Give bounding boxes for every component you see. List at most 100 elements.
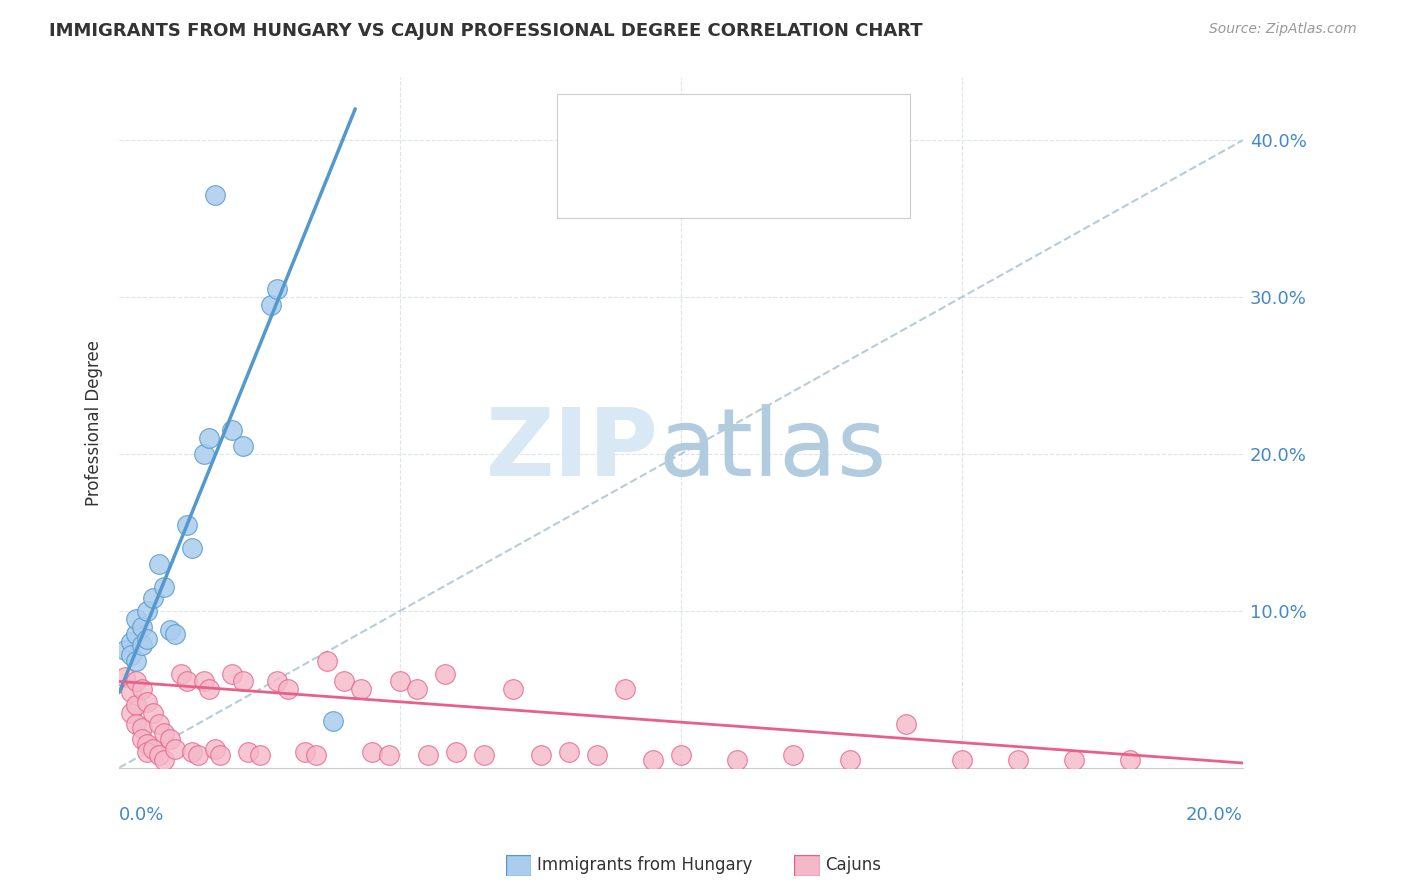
Text: Source: ZipAtlas.com: Source: ZipAtlas.com bbox=[1209, 22, 1357, 37]
Point bbox=[418, 748, 440, 763]
Point bbox=[159, 732, 181, 747]
Point bbox=[446, 745, 468, 759]
Point bbox=[120, 635, 142, 649]
Point bbox=[120, 648, 142, 662]
Point bbox=[176, 674, 198, 689]
Point bbox=[260, 298, 283, 312]
Point bbox=[1119, 753, 1142, 767]
Point bbox=[136, 745, 159, 759]
Point bbox=[232, 674, 254, 689]
Point bbox=[136, 632, 159, 646]
Point bbox=[641, 753, 664, 767]
Point bbox=[125, 698, 148, 712]
Point bbox=[136, 737, 159, 751]
Point bbox=[120, 685, 142, 699]
Point bbox=[1063, 753, 1085, 767]
Text: Cajuns: Cajuns bbox=[825, 856, 882, 874]
Point bbox=[125, 627, 148, 641]
Text: 25: 25 bbox=[763, 120, 789, 138]
Point bbox=[193, 674, 215, 689]
Point bbox=[294, 745, 316, 759]
Point bbox=[153, 753, 176, 767]
Point bbox=[434, 666, 457, 681]
Point bbox=[142, 591, 165, 606]
Point bbox=[176, 517, 198, 532]
Point bbox=[181, 745, 204, 759]
Point bbox=[142, 706, 165, 720]
Text: R =: R = bbox=[620, 179, 659, 198]
Point bbox=[389, 674, 412, 689]
Point bbox=[165, 627, 187, 641]
Text: atlas: atlas bbox=[658, 404, 887, 496]
Point bbox=[221, 424, 243, 438]
Point bbox=[204, 188, 226, 202]
Text: Immigrants from Hungary: Immigrants from Hungary bbox=[537, 856, 752, 874]
Point bbox=[131, 722, 153, 736]
Point bbox=[266, 674, 288, 689]
Point bbox=[474, 748, 496, 763]
Point bbox=[266, 282, 288, 296]
Point bbox=[361, 745, 384, 759]
Text: 20.0%: 20.0% bbox=[1185, 805, 1243, 823]
Point bbox=[221, 666, 243, 681]
Point bbox=[316, 654, 339, 668]
Point bbox=[131, 638, 153, 652]
Point bbox=[529, 748, 551, 763]
Point bbox=[148, 557, 170, 571]
Point bbox=[187, 748, 209, 763]
Text: 0.0%: 0.0% bbox=[120, 805, 165, 823]
Point bbox=[502, 682, 524, 697]
Point bbox=[148, 748, 170, 763]
Text: R =: R = bbox=[620, 120, 659, 138]
Point bbox=[1007, 753, 1029, 767]
Point bbox=[136, 604, 159, 618]
Point bbox=[725, 753, 748, 767]
Point bbox=[406, 682, 429, 697]
Point bbox=[305, 748, 328, 763]
Point bbox=[232, 439, 254, 453]
Point bbox=[238, 745, 260, 759]
Text: N =: N = bbox=[725, 120, 766, 138]
Point bbox=[125, 674, 148, 689]
Text: 0.412: 0.412 bbox=[666, 120, 730, 138]
Point bbox=[142, 742, 165, 756]
Point bbox=[585, 748, 607, 763]
Point bbox=[125, 716, 148, 731]
Point bbox=[165, 742, 187, 756]
Y-axis label: Professional Degree: Professional Degree bbox=[86, 340, 103, 506]
Point bbox=[198, 682, 221, 697]
Point bbox=[838, 753, 860, 767]
Point bbox=[613, 682, 636, 697]
Point bbox=[125, 654, 148, 668]
Point bbox=[557, 745, 579, 759]
Point bbox=[131, 619, 153, 633]
Point bbox=[333, 674, 356, 689]
Text: 63: 63 bbox=[763, 179, 789, 198]
Point bbox=[181, 541, 204, 555]
Point bbox=[204, 742, 226, 756]
Text: IMMIGRANTS FROM HUNGARY VS CAJUN PROFESSIONAL DEGREE CORRELATION CHART: IMMIGRANTS FROM HUNGARY VS CAJUN PROFESS… bbox=[49, 22, 922, 40]
Point bbox=[114, 643, 136, 657]
Point bbox=[782, 748, 804, 763]
Point bbox=[209, 748, 232, 763]
Point bbox=[378, 748, 401, 763]
Text: N =: N = bbox=[725, 179, 766, 198]
Text: ZIP: ZIP bbox=[485, 404, 658, 496]
Point bbox=[148, 716, 170, 731]
Point bbox=[114, 670, 136, 684]
Point bbox=[170, 666, 193, 681]
Point bbox=[131, 732, 153, 747]
Point bbox=[153, 726, 176, 740]
Point bbox=[153, 580, 176, 594]
Point bbox=[125, 612, 148, 626]
Point bbox=[136, 695, 159, 709]
Point bbox=[950, 753, 973, 767]
Point bbox=[249, 748, 271, 763]
Point bbox=[131, 682, 153, 697]
Point bbox=[198, 431, 221, 445]
Point bbox=[193, 447, 215, 461]
Point bbox=[159, 623, 181, 637]
Point bbox=[322, 714, 344, 728]
Point bbox=[277, 682, 299, 697]
Point bbox=[894, 716, 917, 731]
